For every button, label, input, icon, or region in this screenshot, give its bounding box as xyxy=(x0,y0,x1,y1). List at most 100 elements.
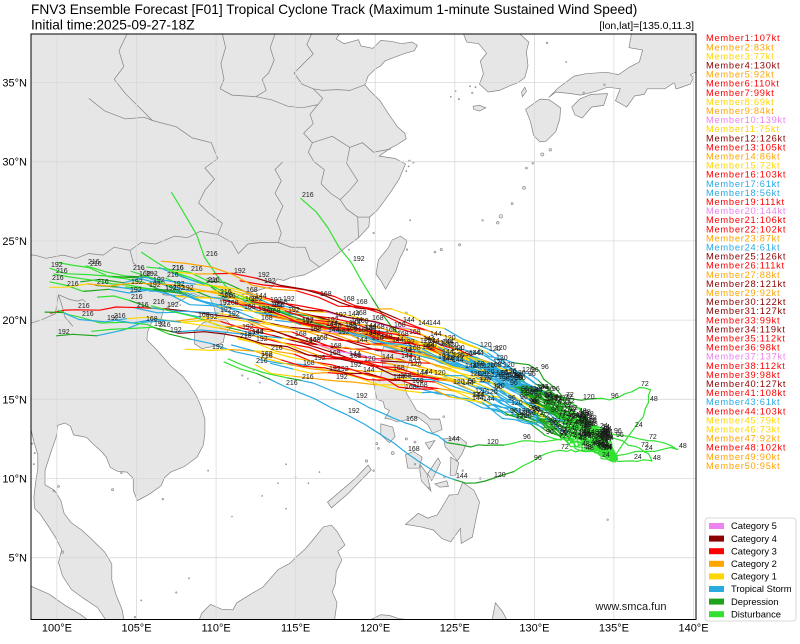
svg-text:72: 72 xyxy=(569,432,577,439)
svg-text:Member15:72kt: Member15:72kt xyxy=(706,161,780,171)
svg-text:Member27:88kt: Member27:88kt xyxy=(706,270,780,280)
svg-text:Category 2: Category 2 xyxy=(731,558,777,569)
svg-text:96: 96 xyxy=(534,387,542,394)
svg-text:216: 216 xyxy=(224,293,236,300)
svg-text:120: 120 xyxy=(434,370,446,377)
svg-text:120: 120 xyxy=(509,372,521,379)
svg-text:Member9:84kt: Member9:84kt xyxy=(706,106,774,116)
svg-text:72: 72 xyxy=(649,434,657,441)
svg-text:72: 72 xyxy=(574,430,582,437)
svg-text:72: 72 xyxy=(552,402,560,409)
svg-text:48: 48 xyxy=(583,422,591,429)
svg-text:120°E: 120°E xyxy=(360,623,390,635)
svg-text:216: 216 xyxy=(191,266,203,273)
svg-text:120: 120 xyxy=(522,367,534,374)
svg-text:48: 48 xyxy=(571,425,579,432)
svg-text:168: 168 xyxy=(490,362,502,369)
svg-text:120: 120 xyxy=(496,355,508,362)
svg-text:168: 168 xyxy=(198,312,210,319)
svg-text:24: 24 xyxy=(600,429,608,436)
svg-text:24: 24 xyxy=(602,433,610,440)
svg-text:24: 24 xyxy=(598,443,606,450)
svg-text:Member48:102kt: Member48:102kt xyxy=(706,443,786,453)
svg-text:96: 96 xyxy=(541,364,549,371)
svg-text:120: 120 xyxy=(483,369,495,376)
svg-text:96: 96 xyxy=(545,393,553,400)
svg-text:168: 168 xyxy=(295,331,307,338)
svg-text:144: 144 xyxy=(421,369,433,376)
svg-text:144: 144 xyxy=(393,374,405,381)
svg-text:48: 48 xyxy=(586,445,594,452)
svg-text:216: 216 xyxy=(372,335,384,342)
svg-text:125°E: 125°E xyxy=(440,623,470,635)
svg-text:48: 48 xyxy=(582,429,590,436)
svg-text:96: 96 xyxy=(495,384,503,391)
svg-text:115°E: 115°E xyxy=(281,623,310,635)
svg-text:Member38:112kt: Member38:112kt xyxy=(706,361,786,371)
svg-text:72: 72 xyxy=(564,402,572,409)
svg-text:144: 144 xyxy=(448,436,460,443)
svg-text:192: 192 xyxy=(353,256,365,263)
svg-text:192: 192 xyxy=(154,321,166,328)
svg-text:216: 216 xyxy=(153,299,165,306)
svg-text:72: 72 xyxy=(566,392,574,399)
svg-text:48: 48 xyxy=(581,419,589,426)
svg-text:168: 168 xyxy=(246,287,258,294)
svg-text:48: 48 xyxy=(587,430,595,437)
svg-text:48: 48 xyxy=(653,455,661,462)
svg-text:Member5:92kt: Member5:92kt xyxy=(706,70,774,80)
svg-text:24: 24 xyxy=(601,431,609,438)
svg-text:96: 96 xyxy=(554,424,562,431)
svg-text:www.smca.fun: www.smca.fun xyxy=(595,601,667,613)
svg-text:144: 144 xyxy=(473,392,485,399)
svg-text:Member34:119kt: Member34:119kt xyxy=(706,324,786,334)
svg-text:120: 120 xyxy=(364,356,376,363)
svg-text:48: 48 xyxy=(582,441,590,448)
svg-text:96: 96 xyxy=(501,370,509,377)
svg-text:120: 120 xyxy=(477,371,489,378)
svg-text:72: 72 xyxy=(641,381,649,388)
svg-text:144: 144 xyxy=(349,320,361,327)
svg-text:96: 96 xyxy=(534,393,542,400)
svg-text:216: 216 xyxy=(240,333,252,340)
svg-text:144: 144 xyxy=(537,384,549,391)
svg-text:[lon,lat]=[135.0,11.3]: [lon,lat]=[135.0,11.3] xyxy=(599,20,694,32)
svg-text:168: 168 xyxy=(381,334,393,341)
svg-text:Member31:127kt: Member31:127kt xyxy=(706,306,786,316)
svg-text:168: 168 xyxy=(261,351,273,358)
svg-text:144: 144 xyxy=(430,331,442,338)
svg-text:Member39:98kt: Member39:98kt xyxy=(706,370,780,380)
svg-text:Member49:90kt: Member49:90kt xyxy=(706,452,780,462)
svg-text:24: 24 xyxy=(599,444,607,451)
svg-text:144: 144 xyxy=(356,337,368,344)
svg-text:30°N: 30°N xyxy=(2,157,27,169)
svg-text:48: 48 xyxy=(592,441,600,448)
svg-text:Member25:126kt: Member25:126kt xyxy=(706,252,786,262)
svg-text:48: 48 xyxy=(578,430,586,437)
svg-text:96: 96 xyxy=(520,394,528,401)
svg-text:192: 192 xyxy=(107,315,119,322)
svg-text:48: 48 xyxy=(580,426,588,433)
svg-text:96: 96 xyxy=(521,386,529,393)
svg-text:216: 216 xyxy=(90,261,102,268)
svg-text:48: 48 xyxy=(583,429,591,436)
svg-text:192: 192 xyxy=(258,272,270,279)
svg-text:72: 72 xyxy=(543,399,551,406)
svg-text:Member29:92kt: Member29:92kt xyxy=(706,288,780,298)
svg-text:120: 120 xyxy=(495,345,507,352)
svg-text:Member11:75kt: Member11:75kt xyxy=(706,124,780,134)
svg-text:48: 48 xyxy=(584,444,592,451)
svg-text:120: 120 xyxy=(493,383,505,390)
svg-text:168: 168 xyxy=(405,384,417,391)
svg-text:72: 72 xyxy=(561,423,569,430)
svg-text:Member22:102kt: Member22:102kt xyxy=(706,224,786,234)
svg-text:120: 120 xyxy=(444,335,456,342)
svg-text:144: 144 xyxy=(469,350,481,357)
svg-text:168: 168 xyxy=(400,373,412,380)
svg-text:72: 72 xyxy=(554,396,562,403)
svg-text:Member26:111kt: Member26:111kt xyxy=(706,261,785,271)
svg-text:72: 72 xyxy=(579,435,587,442)
svg-text:168: 168 xyxy=(406,416,418,423)
svg-text:96: 96 xyxy=(528,371,536,378)
svg-text:96: 96 xyxy=(518,375,526,382)
